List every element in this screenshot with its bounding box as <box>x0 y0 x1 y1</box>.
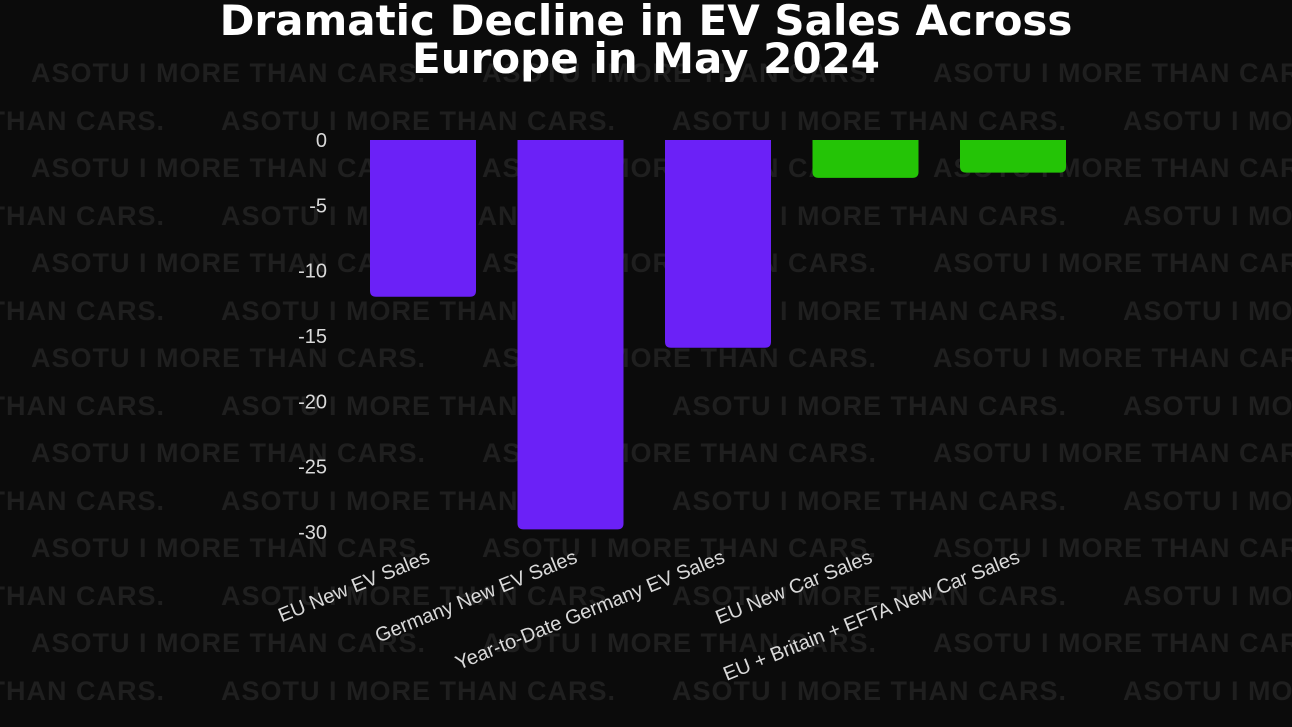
y-tick-label: -25 <box>298 457 327 479</box>
y-axis: 0 -5 -10 -15 -20 -25 -30 <box>298 130 327 544</box>
bar <box>370 140 476 297</box>
bar <box>960 140 1066 173</box>
y-tick-label: -30 <box>298 522 327 544</box>
x-tick-label: Year-to-Date Germany EV Sales <box>452 546 728 674</box>
y-tick-label: -15 <box>298 326 327 348</box>
y-tick-label: -5 <box>309 195 327 217</box>
bar-series <box>370 140 1066 530</box>
chart-title-line-1: Dramatic Decline in EV Sales Across <box>219 0 1073 45</box>
y-tick-label: -10 <box>298 261 327 283</box>
bar <box>517 140 624 530</box>
y-tick-label: -20 <box>298 391 327 413</box>
chart-title: Dramatic Decline in EV Sales Across Euro… <box>0 0 1292 83</box>
bar <box>812 140 919 178</box>
chart-title-line-2: Europe in May 2024 <box>412 34 880 83</box>
y-tick-label: 0 <box>316 130 327 152</box>
bar <box>665 140 771 348</box>
